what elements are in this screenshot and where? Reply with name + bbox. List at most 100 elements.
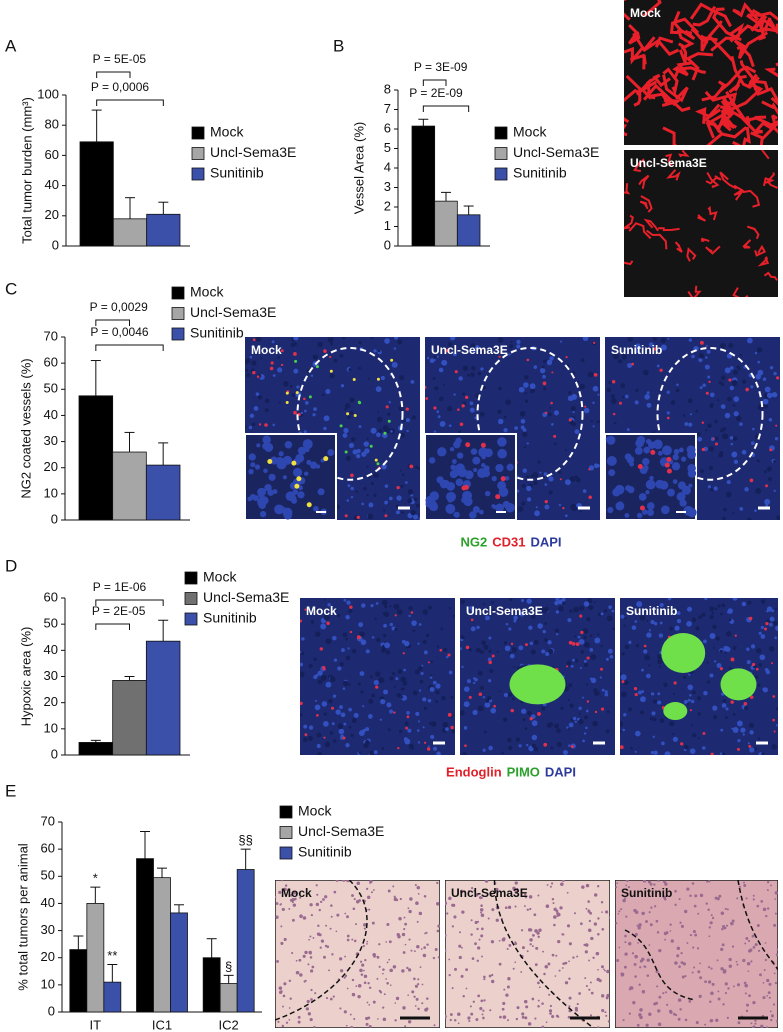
nucleus — [451, 729, 455, 734]
nucleus — [535, 506, 538, 509]
nucleus — [332, 995, 335, 998]
nucleus — [417, 720, 421, 723]
nucleus — [452, 614, 455, 618]
tumor-outline — [296, 346, 404, 481]
nucleus — [650, 750, 654, 755]
nucleus — [524, 399, 529, 404]
vessel — [666, 169, 681, 181]
nucleus — [663, 682, 668, 688]
nucleus — [590, 677, 597, 684]
nucleus — [364, 959, 367, 962]
signal — [270, 361, 274, 365]
signal — [291, 460, 297, 466]
nucleus — [653, 883, 656, 886]
nucleus — [555, 610, 560, 614]
image-label: Uncl-Sema3E — [466, 604, 543, 618]
nucleus — [457, 1022, 460, 1025]
signal — [303, 397, 306, 401]
nucleus — [459, 889, 464, 894]
nucleus — [405, 481, 408, 484]
nucleus — [408, 909, 412, 914]
nucleus — [398, 729, 403, 734]
legend-swatch — [494, 126, 508, 140]
vessel — [719, 101, 736, 132]
nucleus — [714, 419, 718, 424]
nucleus — [307, 963, 310, 966]
nucleus — [277, 1020, 280, 1023]
vessel — [624, 260, 634, 266]
nucleus — [612, 627, 615, 631]
nucleus — [472, 456, 481, 465]
nucleus — [645, 490, 650, 495]
nucleus — [373, 679, 379, 686]
nucleus — [681, 975, 685, 979]
nucleus — [705, 344, 708, 348]
nucleus — [417, 741, 421, 744]
legend-label: Sunitinib — [298, 844, 352, 860]
nucleus — [707, 908, 710, 912]
nucleus — [492, 352, 496, 355]
nucleus — [590, 936, 594, 941]
nucleus — [766, 1026, 769, 1028]
y-tick-label: 6 — [384, 120, 391, 135]
nucleus — [518, 744, 522, 748]
vessel — [685, 52, 714, 81]
nucleus — [495, 463, 504, 473]
nucleus — [441, 359, 448, 366]
signal — [701, 421, 705, 425]
nucleus — [520, 425, 525, 430]
nucleus — [269, 475, 276, 481]
nucleus — [735, 415, 742, 422]
nucleus — [537, 894, 540, 897]
nucleus — [363, 981, 367, 985]
nucleus — [660, 344, 667, 351]
nucleus — [483, 644, 489, 650]
nucleus — [645, 1023, 649, 1027]
nucleus — [538, 928, 542, 932]
signal — [329, 369, 333, 373]
nucleus — [394, 337, 399, 340]
nucleus — [712, 646, 716, 649]
nucleus — [395, 996, 400, 1001]
nucleus — [593, 922, 598, 926]
signal — [664, 462, 670, 468]
nucleus — [354, 923, 357, 926]
nucleus — [764, 942, 767, 944]
nucleus — [343, 427, 349, 434]
vessel — [624, 124, 628, 137]
nucleus — [463, 686, 470, 692]
nucleus — [483, 603, 486, 606]
signal — [600, 707, 605, 711]
nucleus — [373, 472, 380, 479]
nucleus — [537, 460, 541, 464]
nucleus — [329, 676, 336, 682]
bar — [86, 903, 105, 1013]
nucleus — [440, 421, 446, 427]
nucleus — [344, 912, 347, 915]
signal — [559, 478, 562, 481]
nucleus — [655, 919, 659, 923]
nucleus — [487, 657, 492, 662]
nucleus — [323, 598, 326, 601]
nucleus — [357, 994, 361, 999]
nucleus — [601, 911, 603, 913]
signal — [764, 627, 768, 631]
vessel — [762, 177, 775, 187]
nucleus — [316, 932, 321, 936]
nucleus — [567, 698, 571, 701]
nucleus — [458, 430, 462, 434]
nucleus — [371, 921, 375, 925]
nucleus — [376, 637, 381, 643]
nucleus — [634, 446, 643, 455]
nucleus — [399, 375, 405, 381]
signal — [710, 752, 714, 755]
nucleus — [745, 897, 748, 900]
nucleus — [375, 671, 381, 677]
nucleus — [487, 917, 490, 920]
nucleus — [508, 944, 512, 947]
nucleus — [344, 403, 351, 409]
x-tick-label: IT — [90, 1017, 102, 1032]
nucleus — [719, 450, 724, 455]
nucleus — [643, 446, 651, 454]
nucleus — [372, 889, 375, 891]
